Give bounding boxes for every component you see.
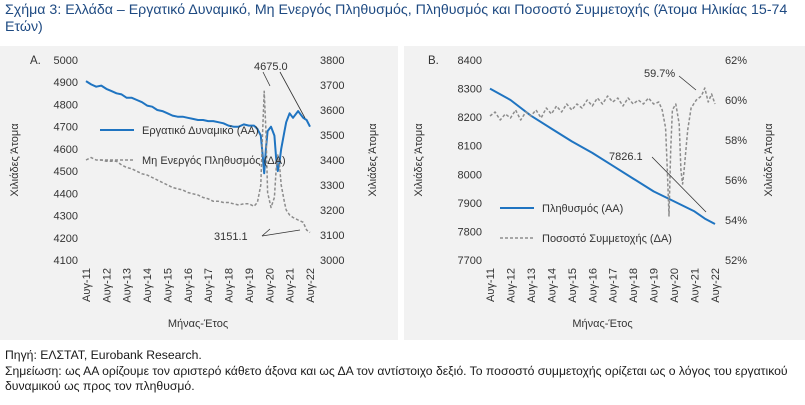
x-tick-label: Αυγ-15 bbox=[567, 268, 579, 303]
x-tick-label: Αυγ-20 bbox=[669, 268, 681, 303]
annotation-leader bbox=[678, 75, 697, 91]
y-left-tick-label: 5000 bbox=[54, 55, 78, 67]
x-tick-label: Αυγ-17 bbox=[608, 268, 620, 303]
x-tick-label: Αυγ-20 bbox=[264, 268, 276, 303]
y-right-tick-label: 3700 bbox=[320, 80, 344, 92]
x-tick-label: Αυγ-19 bbox=[649, 268, 661, 303]
x-axis-title: Μήνας-Έτος bbox=[572, 318, 632, 330]
x-tick-label: Αυγ-21 bbox=[285, 268, 297, 303]
figure-footer: Πηγή: ΕΛΣΤΑΤ, Eurobank Research. Σημείωσ… bbox=[5, 348, 800, 395]
x-tick-label: Αυγ-14 bbox=[546, 268, 558, 303]
x-axis-title: Μήνας-Έτος bbox=[168, 318, 228, 330]
y-right-tick-label: 58% bbox=[725, 135, 747, 147]
y-right-axis-title: Χιλιάδες Άτομα bbox=[367, 123, 379, 197]
panel-label: B. bbox=[428, 55, 439, 67]
y-right-tick-label: 3600 bbox=[320, 105, 344, 117]
annotation-label: 4675.0 bbox=[254, 61, 288, 73]
series-line-2 bbox=[489, 87, 716, 217]
series-line-1 bbox=[85, 80, 311, 175]
explanatory-note: Σημείωση: ως ΑΑ ορίζουμε τον αριστερό κά… bbox=[5, 363, 788, 394]
y-left-tick-label: 4900 bbox=[54, 77, 78, 89]
annotation-leader bbox=[279, 71, 306, 119]
figure-title: Σχήμα 3: Ελλάδα – Εργατικό Δυναμικό, Μη … bbox=[5, 2, 788, 35]
y-right-tick-label: 3800 bbox=[320, 55, 344, 67]
legend-label: Πληθυσμός (ΑΑ) bbox=[542, 203, 623, 215]
legend-label: Εργατικό Δυναμικό (ΑΑ) bbox=[142, 125, 259, 137]
series-line-2 bbox=[85, 90, 311, 234]
y-left-tick-label: 8300 bbox=[458, 84, 482, 96]
x-tick-label: Αυγ-15 bbox=[162, 268, 174, 303]
y-left-tick-label: 8000 bbox=[458, 169, 482, 181]
y-right-tick-label: 3200 bbox=[320, 205, 344, 217]
x-tick-label: Αυγ-21 bbox=[690, 268, 702, 303]
source-note: Πηγή: ΕΛΣΤΑΤ, Eurobank Research. bbox=[5, 348, 202, 362]
y-left-tick-label: 4600 bbox=[54, 144, 78, 156]
annotation-leader bbox=[262, 71, 271, 87]
x-tick-label: Αυγ-13 bbox=[526, 268, 538, 303]
annotation-label: 59.7% bbox=[644, 68, 675, 80]
y-left-tick-label: 7900 bbox=[458, 198, 482, 210]
x-tick-label: Αυγ-22 bbox=[305, 268, 317, 303]
y-right-tick-label: 56% bbox=[725, 175, 747, 187]
y-left-axis-title: Χιλιάδες Άτομα bbox=[9, 123, 21, 197]
legend-label: Μη Ενεργός Πληθυσμός (ΔΑ) bbox=[142, 155, 286, 167]
x-tick-label: Αυγ-11 bbox=[485, 268, 497, 302]
y-right-tick-label: 60% bbox=[725, 95, 747, 107]
x-tick-label: Αυγ-16 bbox=[587, 268, 599, 303]
panel-label: A. bbox=[30, 55, 41, 67]
y-right-tick-label: 54% bbox=[725, 215, 747, 227]
y-left-tick-label: 4100 bbox=[54, 255, 78, 267]
x-tick-label: Αυγ-18 bbox=[628, 268, 640, 303]
y-right-tick-label: 3300 bbox=[320, 180, 344, 192]
y-left-tick-label: 4700 bbox=[54, 122, 78, 134]
y-left-tick-label: 7800 bbox=[458, 226, 482, 238]
x-tick-label: Αυγ-13 bbox=[122, 268, 134, 303]
x-tick-label: Αυγ-12 bbox=[505, 268, 517, 303]
y-left-tick-label: 7700 bbox=[458, 255, 482, 267]
x-tick-label: Αυγ-12 bbox=[101, 268, 113, 303]
annotation-label: 3151.1 bbox=[214, 231, 248, 243]
x-tick-label: Αυγ-19 bbox=[244, 268, 256, 303]
x-tick-label: Αυγ-11 bbox=[81, 268, 93, 302]
chart-panel-a bbox=[0, 46, 398, 340]
y-left-axis-title: Χιλιάδες Άτομα bbox=[413, 123, 425, 197]
x-tick-label: Αυγ-16 bbox=[183, 268, 195, 303]
y-left-tick-label: 4400 bbox=[54, 188, 78, 200]
y-left-tick-label: 4200 bbox=[54, 233, 78, 245]
annotation-leader bbox=[261, 229, 301, 237]
y-left-tick-label: 8200 bbox=[458, 112, 482, 124]
annotation-leader bbox=[651, 156, 707, 213]
y-right-axis-title: Χιλιάδες Άτομα bbox=[763, 123, 775, 197]
y-right-tick-label: 3100 bbox=[320, 230, 344, 242]
legend-label: Ποσοστό Συμμετοχής (ΔΑ) bbox=[542, 233, 672, 245]
y-left-tick-label: 4800 bbox=[54, 99, 78, 111]
y-left-tick-label: 8400 bbox=[458, 55, 482, 67]
annotation-leader bbox=[261, 228, 271, 237]
x-tick-label: Αυγ-17 bbox=[203, 268, 215, 303]
y-right-tick-label: 62% bbox=[725, 55, 747, 67]
y-left-tick-label: 4300 bbox=[54, 211, 78, 223]
chart-b: B. 7700 7800 7900 8000 8100 8200 8300 8400 52% 54%… bbox=[413, 55, 775, 330]
x-tick-label: Αυγ-22 bbox=[710, 268, 722, 303]
x-tick-label: Αυγ-18 bbox=[224, 268, 236, 303]
y-right-tick-label: 52% bbox=[725, 255, 747, 267]
annotation-label: 7826.1 bbox=[609, 151, 643, 163]
chart-a: A. 4100 4200 4300 4400 4500 4600 4700 4800 4900 50… bbox=[9, 55, 379, 330]
y-left-tick-label: 4500 bbox=[54, 166, 78, 178]
chart-panel-b bbox=[404, 46, 805, 340]
y-right-tick-label: 3000 bbox=[320, 255, 344, 267]
y-left-tick-label: 8100 bbox=[458, 141, 482, 153]
y-right-tick-label: 3500 bbox=[320, 130, 344, 142]
x-tick-label: Αυγ-14 bbox=[142, 268, 154, 303]
y-right-tick-label: 3400 bbox=[320, 155, 344, 167]
